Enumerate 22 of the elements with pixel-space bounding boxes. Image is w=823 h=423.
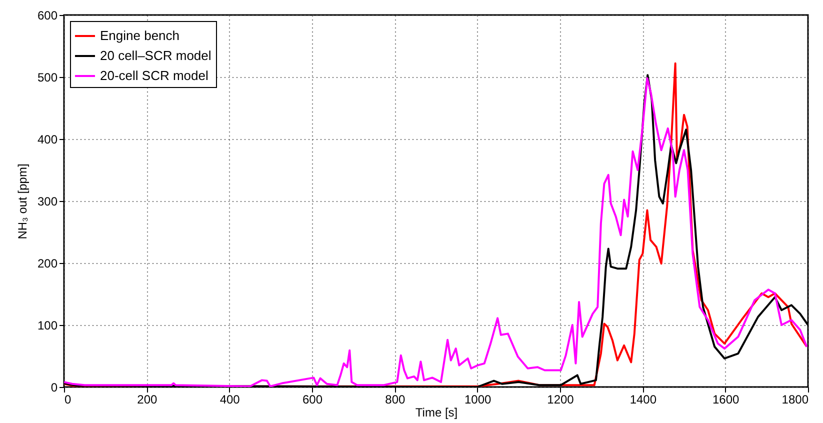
legend-label: 20-cell SCR model <box>100 68 208 83</box>
y-tick-label: 300 <box>37 194 58 208</box>
legend-label: 20 cell–SCR model <box>100 48 212 63</box>
y-axis-title: NH₃ out [ppm] <box>15 164 30 240</box>
x-tick-label: 1000 <box>464 392 492 406</box>
x-tick-label: 0 <box>64 392 72 406</box>
x-tick-label: 1200 <box>547 392 574 406</box>
x-tick-label: 600 <box>302 392 323 406</box>
legend-label: Engine bench <box>100 28 180 43</box>
y-tick-label: 600 <box>37 8 58 22</box>
y-tick-label: 100 <box>37 318 58 332</box>
y-tick-label: 0 <box>50 380 58 394</box>
x-axis-title: Time [s] <box>415 406 458 420</box>
y-tick-label: 400 <box>37 132 58 146</box>
x-tick-label: 200 <box>137 392 158 406</box>
y-tick-label: 200 <box>37 256 58 270</box>
x-tick-label: 800 <box>385 392 406 406</box>
x-tick-label: 1600 <box>712 392 740 406</box>
y-tick-label: 500 <box>37 70 58 84</box>
x-tick-label: 1400 <box>630 392 657 406</box>
x-tick-label: 1800 <box>782 392 809 406</box>
x-tick-label: 400 <box>220 392 240 406</box>
